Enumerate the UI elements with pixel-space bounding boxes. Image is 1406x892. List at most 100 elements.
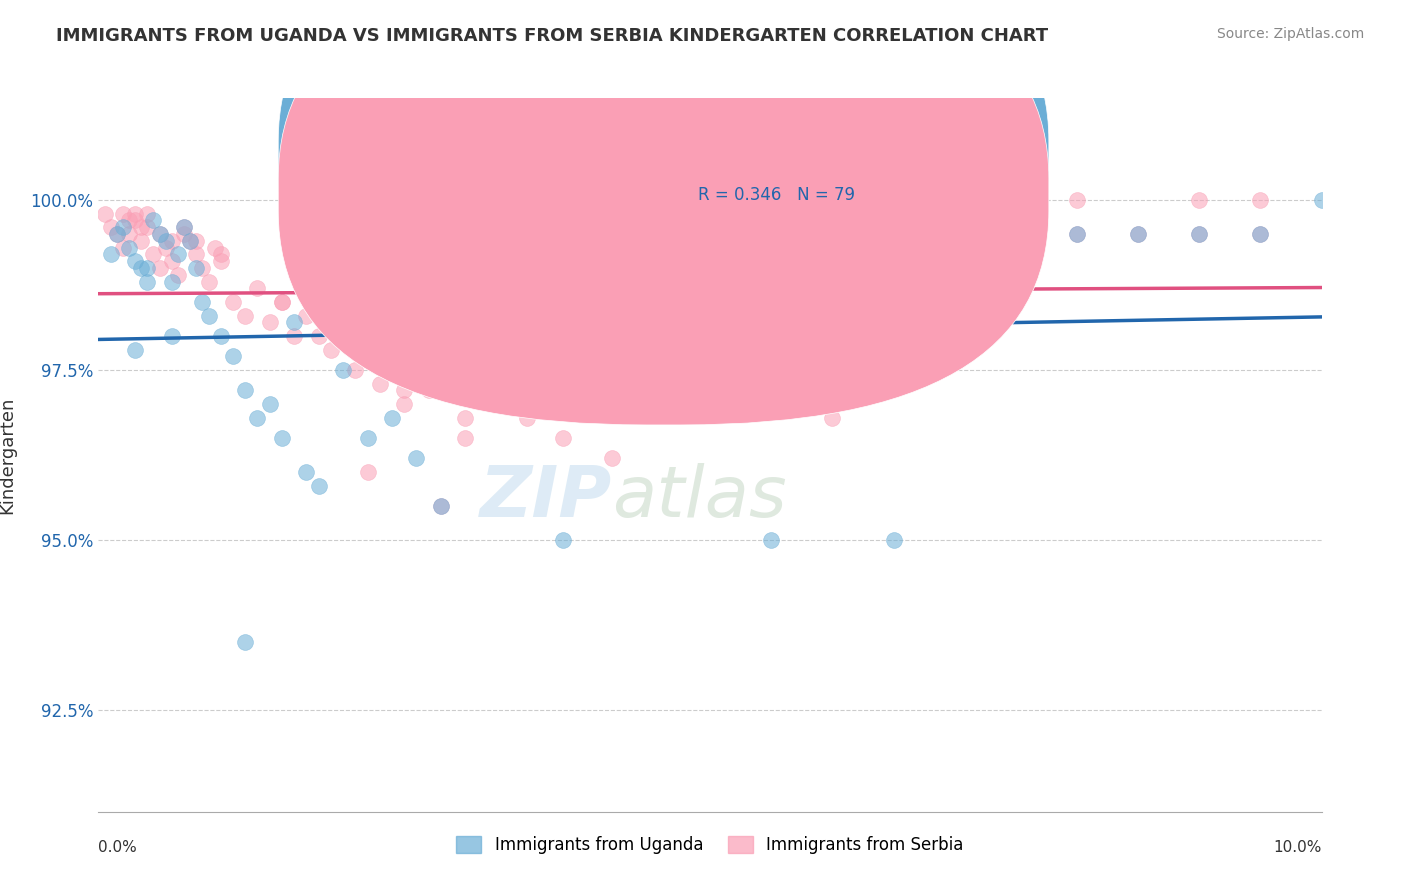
Point (179, 234, 201, 248)
Text: 10.0%: 10.0% (1274, 840, 1322, 855)
Point (222, 350, 245, 364)
FancyBboxPatch shape (278, 0, 1049, 425)
Point (136, 275, 159, 289)
Point (430, 499, 453, 513)
Point (246, 281, 269, 295)
Legend: Immigrants from Uganda, Immigrants from Serbia: Immigrants from Uganda, Immigrants from … (450, 829, 970, 861)
Point (821, 363, 844, 377)
Point (454, 410, 477, 425)
Point (430, 499, 453, 513)
Point (1128, 227, 1150, 241)
Point (1128, 227, 1150, 241)
Point (160, 329, 183, 343)
Point (418, 384, 440, 398)
Point (943, 227, 966, 241)
Text: R = 0.346   N = 79: R = 0.346 N = 79 (697, 186, 855, 204)
Point (576, 295, 599, 310)
Point (392, 397, 416, 411)
Point (308, 329, 330, 343)
Point (222, 295, 245, 310)
Point (129, 234, 152, 248)
Point (149, 260, 172, 275)
Point (111, 241, 134, 255)
Point (155, 241, 177, 255)
Point (191, 260, 214, 275)
Point (637, 260, 661, 275)
Point (246, 410, 269, 425)
Point (155, 234, 177, 248)
Point (173, 220, 195, 235)
Point (637, 363, 661, 377)
Point (1188, 227, 1211, 241)
FancyBboxPatch shape (278, 0, 1049, 387)
Point (209, 247, 232, 261)
Point (173, 220, 195, 235)
Point (191, 295, 214, 310)
Text: 0.0%: 0.0% (98, 840, 138, 855)
Point (270, 295, 294, 310)
Point (478, 363, 501, 377)
Point (1310, 193, 1333, 207)
Point (160, 254, 183, 268)
Point (821, 410, 844, 425)
Point (100, 220, 122, 235)
Point (100, 247, 122, 261)
Point (173, 227, 195, 241)
Point (129, 260, 152, 275)
Point (356, 343, 378, 357)
Point (124, 343, 146, 357)
Point (761, 315, 783, 329)
Point (392, 384, 416, 398)
Point (1250, 227, 1272, 241)
Point (516, 384, 538, 398)
Point (118, 241, 141, 255)
Point (129, 220, 152, 235)
Point (1188, 227, 1211, 241)
Point (943, 227, 966, 241)
Point (368, 376, 391, 391)
Point (553, 363, 575, 377)
FancyBboxPatch shape (619, 120, 973, 234)
Point (142, 247, 165, 261)
Point (149, 227, 172, 241)
Point (167, 268, 190, 282)
Point (209, 254, 232, 268)
Point (295, 309, 318, 323)
Point (233, 309, 256, 323)
Point (197, 309, 219, 323)
Point (160, 234, 183, 248)
Point (204, 241, 226, 255)
Text: IMMIGRANTS FROM UGANDA VS IMMIGRANTS FROM SERBIA KINDERGARTEN CORRELATION CHART: IMMIGRANTS FROM UGANDA VS IMMIGRANTS FRO… (56, 27, 1049, 45)
Point (1250, 227, 1272, 241)
Point (142, 213, 165, 227)
Point (93, 207, 115, 221)
Point (259, 315, 281, 329)
Point (1066, 193, 1088, 207)
Point (270, 295, 294, 310)
Point (381, 410, 404, 425)
Point (209, 329, 232, 343)
Point (1004, 207, 1026, 221)
Point (167, 247, 190, 261)
Point (1066, 227, 1088, 241)
Point (136, 260, 159, 275)
Point (576, 275, 599, 289)
Point (111, 220, 134, 235)
Point (600, 451, 623, 466)
Point (136, 207, 159, 221)
Point (761, 275, 783, 289)
Text: R = 0.329   N = 52: R = 0.329 N = 52 (697, 148, 855, 166)
Point (295, 465, 318, 479)
Text: Source: ZipAtlas.com: Source: ZipAtlas.com (1216, 27, 1364, 41)
Point (160, 275, 183, 289)
Point (883, 533, 905, 547)
Point (344, 363, 367, 377)
Point (197, 275, 219, 289)
Point (516, 410, 538, 425)
Point (332, 315, 354, 329)
Point (1188, 193, 1211, 207)
Point (699, 241, 721, 255)
Point (356, 431, 378, 445)
Point (124, 213, 146, 227)
Point (478, 343, 501, 357)
